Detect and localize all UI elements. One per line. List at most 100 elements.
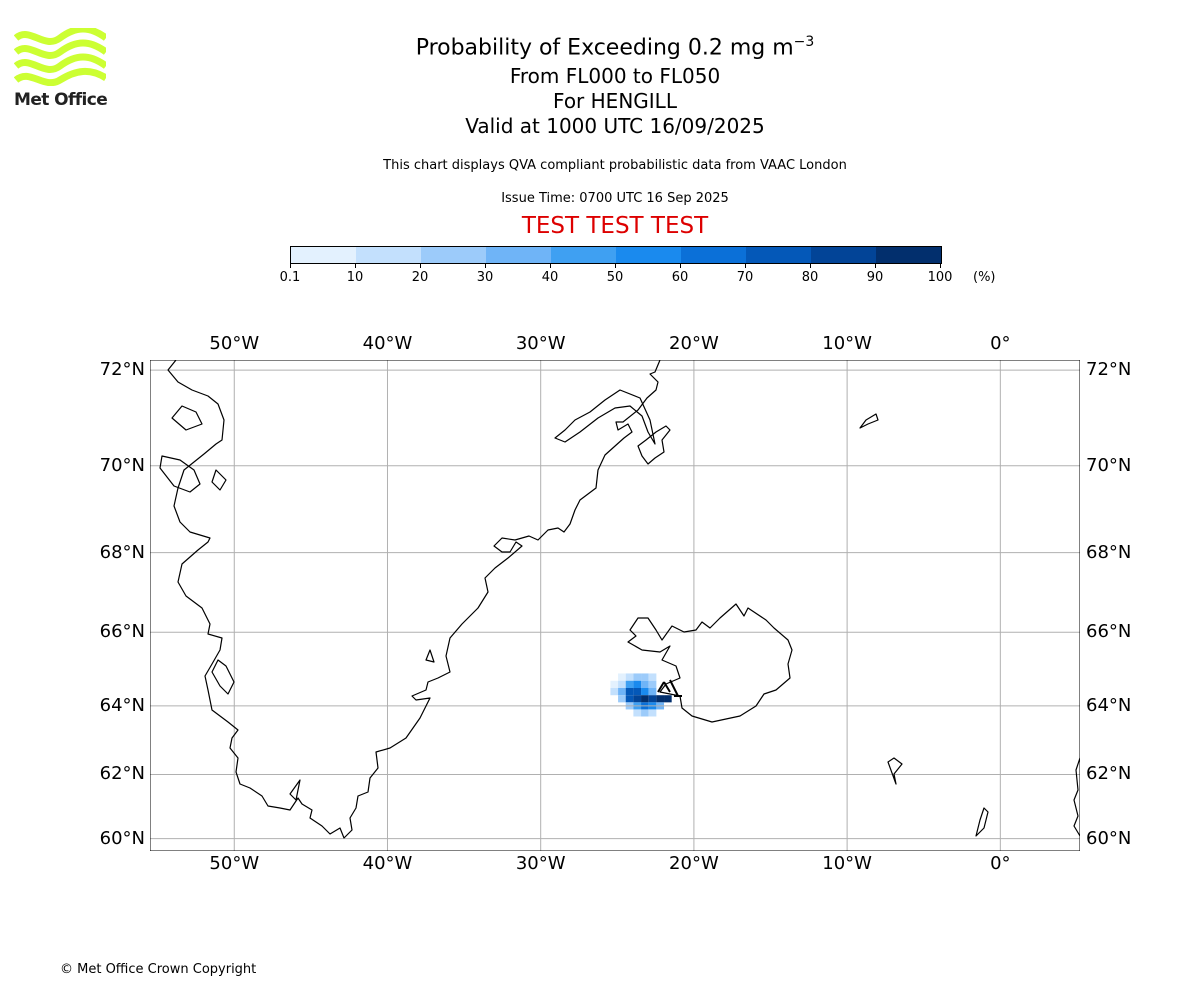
colorbar-tick [420, 263, 421, 268]
colorbar-tick [290, 263, 291, 268]
plume-cell [633, 680, 642, 689]
colorbar-segment-0 [291, 247, 356, 263]
plume-cell [648, 709, 657, 717]
plume-cell [648, 688, 657, 696]
chart-title: Probability of Exceeding 0.2 mg m−3 From… [0, 26, 1200, 139]
colorbar-tick [940, 263, 941, 268]
coastline-greenland-fjord [637, 425, 671, 465]
plume-cell [641, 695, 649, 703]
title-line-1: Probability of Exceeding 0.2 mg m−3 [415, 34, 815, 61]
lat-label-right: 64°N [1086, 694, 1132, 716]
title-line-3: For HENGILL [553, 89, 677, 114]
colorbar-label: 40 [541, 270, 559, 285]
map [150, 360, 1080, 851]
logo-text: Met Office [14, 90, 108, 110]
coastline-island-3 [211, 469, 227, 491]
colorbar-label: 80 [801, 270, 819, 285]
lon-label-top: 20°W [669, 333, 719, 354]
colorbar-tick [485, 263, 486, 268]
lat-label-left: 64°N [99, 694, 145, 716]
plume-cell [625, 680, 634, 689]
plume-cell [618, 688, 626, 696]
colorbar-label: 100 [927, 270, 953, 285]
coastline-island-1 [171, 405, 203, 431]
colorbar-label: 70 [736, 270, 754, 285]
colorbar-segment-1 [356, 247, 421, 263]
description: This chart displays QVA compliant probab… [383, 158, 847, 173]
plume-cell [633, 673, 642, 681]
plume-cell [641, 709, 649, 717]
coastlines [159, 360, 1080, 839]
lat-label-right: 60°N [1086, 827, 1132, 849]
coastline-jan-mayen [859, 413, 879, 429]
gridlines [150, 360, 1080, 851]
lon-label-top: 0° [990, 333, 1011, 354]
plume-cell [664, 695, 672, 703]
plume-cell [610, 680, 619, 689]
plume-cell [633, 709, 642, 717]
plume-cell [656, 695, 665, 703]
issue-time: Issue Time: 0700 UTC 16 Sep 2025 [501, 191, 729, 206]
volcano-marker-icon [657, 679, 682, 697]
coastline-island-6 [425, 649, 435, 663]
colorbar-label: 50 [606, 270, 624, 285]
plume-cell [633, 695, 642, 703]
colorbar-tick [810, 263, 811, 268]
plume-cell [625, 695, 634, 703]
plume-cell [648, 695, 657, 703]
lat-label-left: 60°N [99, 827, 145, 849]
coastline-faroe [887, 757, 903, 785]
met-office-logo: Met Office [12, 28, 112, 112]
colorbar-segment-2 [421, 247, 486, 263]
lat-label-right: 66°N [1086, 621, 1132, 643]
title-line-4: Valid at 1000 UTC 16/09/2025 [465, 114, 765, 139]
copyright: © Met Office Crown Copyright [60, 962, 257, 977]
colorbar-tick [615, 263, 616, 268]
plume-cell [625, 688, 634, 696]
plume-cell [633, 688, 642, 696]
colorbar-segment-6 [681, 247, 746, 263]
test-banner: TEST TEST TEST [521, 213, 709, 239]
lon-label-bottom: 30°W [515, 853, 566, 874]
plume-cell [641, 680, 649, 689]
coastline-island-2 [159, 455, 201, 493]
colorbar-segment-3 [486, 247, 551, 263]
colorbar-label: 90 [866, 270, 884, 285]
lat-label-left: 70°N [99, 454, 145, 476]
lat-label-right: 68°N [1086, 541, 1132, 563]
lon-label-bottom: 50°W [209, 853, 260, 874]
colorbar-tick [745, 263, 746, 268]
lon-label-bottom: 20°W [669, 853, 719, 874]
colorbar-label: 20 [411, 270, 429, 285]
coastline-greenland [167, 360, 661, 839]
plume-cell [618, 680, 626, 689]
colorbar-label: 0.1 [279, 270, 301, 285]
colorbar-segment-5 [616, 247, 681, 263]
colorbar [290, 246, 942, 264]
lat-label-right: 70°N [1086, 454, 1132, 476]
plume-cell [618, 673, 626, 681]
lon-label-top: 30°W [515, 333, 566, 354]
coastline-iceland [627, 603, 793, 723]
lon-label-top: 50°W [209, 333, 260, 354]
colorbar-tick [680, 263, 681, 268]
colorbar-segment-4 [551, 247, 616, 263]
lat-label-left: 68°N [99, 541, 145, 563]
colorbar-tick [355, 263, 356, 268]
lon-label-top: 40°W [362, 333, 413, 354]
plume-cell [610, 688, 619, 696]
met-office-waves-icon [14, 28, 106, 86]
plume-cell [641, 688, 649, 696]
plume-cell [625, 673, 634, 681]
coastline-island-5 [289, 779, 301, 801]
plume-cell [648, 680, 657, 689]
plume-cell [641, 673, 649, 681]
lon-label-top: 10°W [822, 333, 872, 354]
lat-label-right: 72°N [1086, 359, 1132, 381]
lon-label-bottom: 10°W [822, 853, 872, 874]
lat-label-left: 72°N [99, 359, 145, 381]
lat-label-right: 62°N [1086, 763, 1132, 785]
colorbar-tick [875, 263, 876, 268]
colorbar-tick [550, 263, 551, 268]
title-line-2: From FL000 to FL050 [509, 64, 721, 89]
